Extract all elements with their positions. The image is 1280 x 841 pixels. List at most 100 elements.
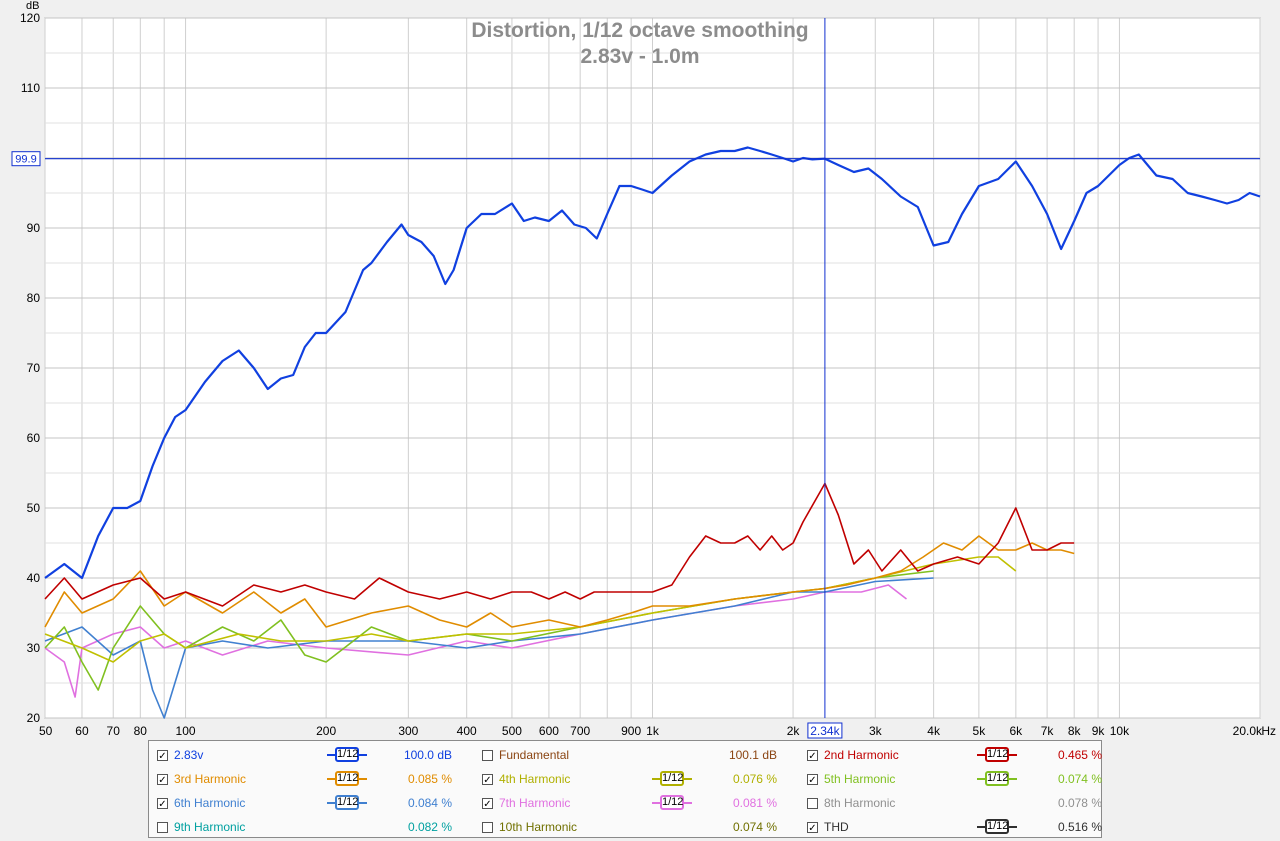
x-tick-label: 3k — [869, 724, 883, 738]
legend-value: 0.084 % — [407, 796, 452, 810]
x-tick-label: 50 — [39, 724, 53, 738]
x-tick-label: 60 — [75, 724, 89, 738]
y-tick-label: 40 — [27, 571, 41, 585]
x-tick-label: 300 — [398, 724, 418, 738]
legend-checkbox[interactable]: ✓ — [157, 773, 168, 786]
y-tick-label: 110 — [21, 81, 40, 95]
distortion-chart: 99.9 2.34k 20 30 40 50 60 70 80 90 110 120 50 60 70 80… — [11, 0, 1276, 739]
legend-checkbox[interactable] — [157, 821, 168, 833]
smoothing-label: 1/12 — [335, 771, 359, 786]
legend-item[interactable]: ✓ 6th Harmonic — [157, 791, 245, 815]
y-tick-label: 120 — [20, 11, 40, 25]
x-tick-label: 200 — [316, 724, 336, 738]
series-line-2nd-harmonic — [44, 482, 1075, 607]
x-tick-label: 2k — [787, 724, 801, 738]
smoothing-label: 1/12 — [660, 771, 684, 786]
x-tick-label: 9k — [1092, 724, 1106, 738]
x-tick-label: 1k — [646, 724, 660, 738]
legend-checkbox[interactable]: ✓ — [482, 797, 493, 810]
legend-label: 7th Harmonic — [499, 796, 571, 810]
x-tick-label: 5k — [973, 724, 987, 738]
legend-row: ✓ 6th Harmonic 1/12 0.084 % ✓ 7th Harmonic 1/1… — [149, 791, 1102, 815]
legend-value: 0.074 % — [732, 820, 777, 834]
legend-item[interactable]: 9th Harmonic — [157, 815, 245, 839]
legend-value: 0.078 % — [1057, 796, 1102, 810]
smoothing-button[interactable]: 1/12 — [327, 746, 367, 764]
x-tick-label: 8k — [1068, 724, 1082, 738]
legend-value: 0.076 % — [732, 772, 777, 786]
series-line-2-83v — [44, 146, 1261, 580]
legend-checkbox[interactable]: ✓ — [807, 821, 818, 834]
smoothing-label: 1/12 — [985, 747, 1009, 762]
smoothing-label: 1/12 — [660, 795, 684, 810]
legend-value: 0.516 % — [1057, 820, 1102, 834]
legend-value: 0.085 % — [407, 772, 452, 786]
chart-subtitle: 2.83v - 1.0m — [580, 45, 699, 68]
legend-checkbox[interactable]: ✓ — [157, 797, 168, 810]
smoothing-label: 1/12 — [335, 795, 359, 810]
x-tick-label: 20.0k — [1233, 724, 1263, 738]
legend-label: 9th Harmonic — [174, 820, 246, 834]
x-tick-label: 10k — [1110, 724, 1130, 738]
legend-label: 2.83v — [174, 748, 204, 762]
x-tick-label: 80 — [134, 724, 148, 738]
x-tick-label: 600 — [539, 724, 559, 738]
smoothing-button[interactable]: 1/12 — [327, 770, 367, 788]
cursor-x-readout-box — [807, 722, 843, 739]
y-axis-unit-label: dB — [26, 0, 39, 12]
legend-item[interactable]: ✓ 7th Harmonic — [482, 791, 570, 815]
legend-item[interactable]: ✓ 2nd Harmonic — [807, 743, 899, 767]
smoothing-button[interactable]: 1/12 — [652, 794, 692, 812]
y-tick-label: 70 — [27, 361, 41, 375]
legend-item[interactable]: ✓ 3rd Harmonic — [157, 767, 246, 791]
legend-item[interactable]: ✓ 4th Harmonic — [482, 767, 570, 791]
x-tick-label: 4k — [927, 724, 941, 738]
x-tick-label: 7k — [1041, 724, 1055, 738]
x-tick-label: 70 — [107, 724, 121, 738]
legend-item[interactable]: ✓ 2.83v — [157, 743, 203, 767]
smoothing-button[interactable]: 1/12 — [327, 794, 367, 812]
legend-value: 0.465 % — [1057, 748, 1102, 762]
y-tick-label: 30 — [27, 641, 41, 655]
legend-value: 100.0 dB — [403, 748, 452, 762]
legend-checkbox[interactable] — [807, 797, 818, 809]
legend-value: 0.082 % — [407, 820, 452, 834]
legend-item[interactable]: 10th Harmonic — [482, 815, 577, 839]
y-tick-label: 80 — [27, 291, 41, 305]
x-axis-unit-label: Hz — [1261, 724, 1276, 738]
legend-checkbox[interactable]: ✓ — [807, 773, 818, 786]
legend-row: ✓ 2.83v 1/12 100.0 dB Fundamental 100.1 dB ✓ 2n… — [149, 743, 1102, 767]
legend-checkbox[interactable] — [482, 749, 493, 761]
chart-title: Distortion, 1/12 octave smoothing — [471, 19, 808, 42]
legend-item[interactable]: ✓ THD — [807, 815, 849, 839]
legend-panel: ✓ 2.83v 1/12 100.0 dB Fundamental 100.1 dB ✓ 2n… — [148, 740, 1102, 838]
series-line-6th-harmonic — [44, 577, 934, 719]
x-tick-label: 6k — [1010, 724, 1024, 738]
legend-item[interactable]: Fundamental — [482, 743, 569, 767]
legend-checkbox[interactable]: ✓ — [157, 749, 168, 762]
smoothing-button[interactable]: 1/12 — [977, 818, 1017, 836]
smoothing-button[interactable]: 1/12 — [977, 770, 1017, 788]
y-tick-label: 20 — [27, 711, 41, 725]
legend-item[interactable]: 8th Harmonic — [807, 791, 895, 815]
y-tick-label: 90 — [27, 221, 41, 235]
cursor-y-readout: 99.9 — [15, 154, 36, 166]
legend-checkbox[interactable]: ✓ — [482, 773, 493, 786]
x-tick-label: 400 — [457, 724, 477, 738]
smoothing-label: 1/12 — [335, 747, 359, 762]
legend-label: 10th Harmonic — [499, 820, 578, 834]
legend-label: 4th Harmonic — [499, 772, 571, 786]
y-tick-label: 60 — [27, 431, 41, 445]
legend-label: 2nd Harmonic — [824, 748, 899, 762]
legend-checkbox[interactable] — [482, 821, 493, 833]
legend-label: 8th Harmonic — [824, 796, 896, 810]
x-tick-label: 900 — [621, 724, 641, 738]
x-tick-label: 700 — [570, 724, 590, 738]
smoothing-button[interactable]: 1/12 — [977, 746, 1017, 764]
legend-checkbox[interactable]: ✓ — [807, 749, 818, 762]
legend-item[interactable]: ✓ 5th Harmonic — [807, 767, 895, 791]
legend-value: 0.081 % — [732, 796, 777, 810]
smoothing-button[interactable]: 1/12 — [652, 770, 692, 788]
cursor-y-readout-box — [11, 151, 41, 167]
series-line-3rd-harmonic — [44, 535, 1075, 628]
